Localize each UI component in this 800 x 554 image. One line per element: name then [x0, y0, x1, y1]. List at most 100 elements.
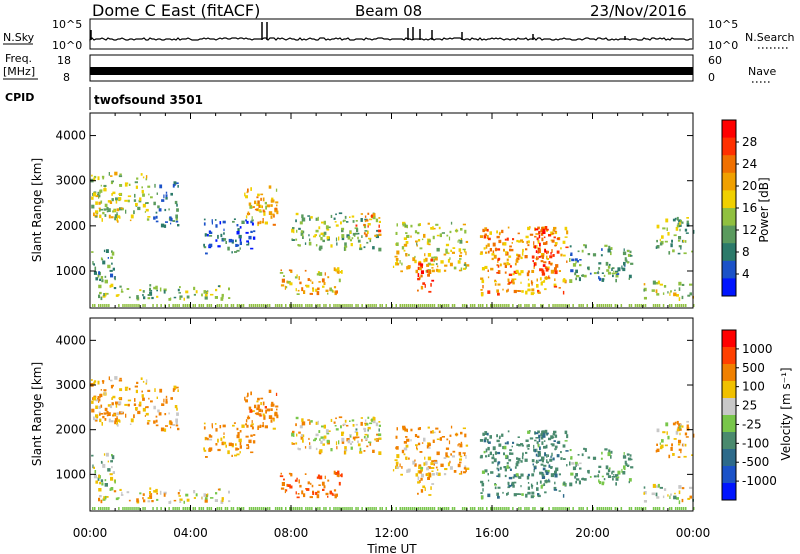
- heatmap-cell: [504, 264, 507, 268]
- heatmap-cell: [103, 389, 107, 392]
- heatmap-cell: [179, 297, 182, 300]
- heatmap-cell: [244, 192, 246, 197]
- heatmap-cell: [258, 413, 262, 416]
- heatmap-cell: [311, 484, 314, 488]
- heatmap-cell: [564, 507, 566, 510]
- heatmap-cell: [91, 196, 94, 200]
- heatmap-cell: [308, 445, 312, 450]
- freq-panel: Freq. [MHz] 18 8 60 0 Nave: [3, 52, 776, 84]
- heatmap-cell: [436, 468, 439, 471]
- heatmap-cell: [560, 304, 562, 307]
- heatmap-cell: [533, 495, 535, 497]
- heatmap-cell: [168, 208, 170, 211]
- heatmap-cell: [540, 507, 542, 510]
- heatmap-cell: [236, 244, 240, 247]
- heatmap-cell: [587, 266, 589, 270]
- heatmap-cell: [465, 455, 467, 459]
- heatmap-cell: [341, 432, 344, 436]
- heatmap-cell: [301, 438, 304, 441]
- heatmap-cell: [392, 469, 395, 472]
- heatmap-cell: [111, 198, 114, 202]
- heatmap-cell: [395, 258, 399, 261]
- heatmap-cell: [506, 455, 509, 459]
- heatmap-cell: [527, 447, 530, 450]
- heatmap-cell: [655, 246, 658, 249]
- heatmap-cell: [540, 436, 544, 440]
- heatmap-cell: [316, 494, 320, 499]
- heatmap-cell: [365, 437, 368, 441]
- heatmap-cell: [586, 507, 588, 510]
- heatmap-cell: [155, 211, 158, 214]
- heatmap-cell: [126, 507, 128, 510]
- heatmap-cell: [217, 448, 221, 452]
- heatmap-cell: [108, 376, 110, 381]
- heatmap-cell: [335, 493, 338, 497]
- heatmap-cell: [309, 507, 311, 510]
- y-tick-label: 4000: [55, 333, 86, 347]
- heatmap-cell: [494, 280, 497, 283]
- heatmap-cell: [437, 269, 441, 273]
- heatmap-cell: [487, 235, 489, 239]
- heatmap-cell: [221, 497, 224, 500]
- heatmap-cell: [529, 437, 534, 440]
- heatmap-cell: [94, 507, 96, 510]
- heatmap-cell: [246, 240, 249, 243]
- heatmap-cell: [346, 424, 349, 427]
- heatmap-cell: [104, 279, 108, 284]
- heatmap-cell: [572, 507, 574, 510]
- heatmap-cell: [220, 233, 223, 238]
- heatmap-cell: [551, 443, 555, 447]
- heatmap-cell: [554, 470, 557, 474]
- station-title: Dome C East (fitACF): [92, 1, 260, 20]
- heatmap-cell: [658, 304, 661, 307]
- heatmap-cell: [102, 464, 106, 468]
- heatmap-cell: [346, 221, 349, 223]
- heatmap-cell: [431, 304, 434, 307]
- heatmap-cell: [541, 458, 544, 463]
- heatmap-cell: [538, 256, 541, 258]
- heatmap-cell: [587, 266, 590, 271]
- heatmap-cell: [541, 430, 544, 435]
- heatmap-cell: [548, 275, 550, 278]
- heatmap-cell: [539, 471, 543, 475]
- heatmap-cell: [662, 431, 666, 434]
- heatmap-cell: [114, 418, 119, 422]
- heatmap-cell: [104, 292, 107, 297]
- heatmap-cell: [553, 430, 557, 434]
- heatmap-cell: [275, 405, 279, 408]
- heatmap-cell: [318, 430, 321, 433]
- heatmap-cell: [503, 445, 507, 450]
- heatmap-cell: [528, 507, 530, 510]
- heatmap-cell: [503, 452, 505, 456]
- heatmap-cell: [355, 507, 357, 510]
- heatmap-cell: [484, 227, 488, 232]
- heatmap-cell: [317, 216, 319, 221]
- heatmap-cell: [233, 422, 236, 424]
- heatmap-cell: [457, 444, 459, 447]
- heatmap-cell: [577, 454, 580, 456]
- heatmap-cell: [289, 507, 291, 510]
- heatmap-cell: [355, 220, 358, 222]
- heatmap-cell: [95, 420, 98, 422]
- heatmap-cell: [369, 304, 371, 307]
- heatmap-cell: [223, 232, 225, 235]
- heatmap-cell: [429, 304, 432, 307]
- heatmap-cell: [214, 499, 218, 502]
- heatmap-cell: [304, 446, 307, 449]
- heatmap-cell: [656, 224, 660, 229]
- colorbar-swatch: [722, 155, 736, 174]
- heatmap-cell: [636, 507, 639, 510]
- heatmap-cell: [400, 270, 403, 273]
- heatmap-cell: [366, 423, 369, 426]
- heatmap-cell: [532, 507, 534, 510]
- heatmap-cell: [250, 230, 253, 233]
- beam-label: Beam 08: [355, 2, 422, 20]
- heatmap-cell: [562, 507, 564, 510]
- heatmap-cell: [521, 252, 524, 256]
- heatmap-cell: [438, 226, 441, 230]
- heatmap-cell: [271, 403, 275, 407]
- heatmap-cell: [513, 270, 517, 274]
- heatmap-cell: [146, 218, 150, 221]
- heatmap-cell: [337, 304, 339, 307]
- heatmap-cell: [622, 455, 627, 459]
